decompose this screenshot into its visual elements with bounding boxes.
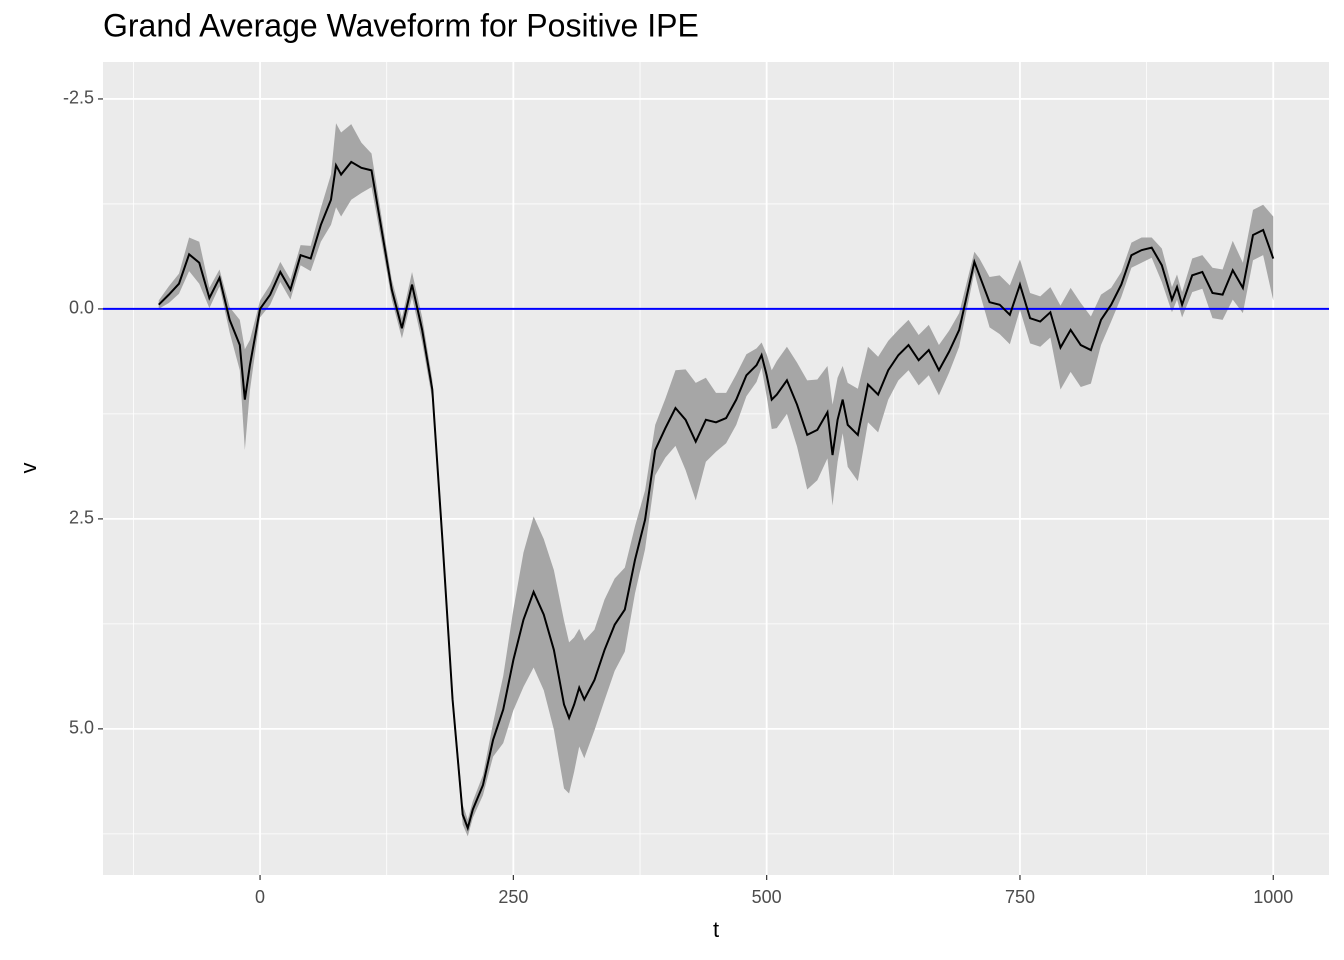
x-tick-label: 1000 [1253,887,1293,907]
x-axis-label: t [713,917,719,942]
y-axis-label: v [16,463,41,474]
panel-background [103,62,1329,875]
chart-title: Grand Average Waveform for Positive IPE [103,7,699,43]
y-tick-label: 0.0 [69,298,94,318]
x-tick-label: 0 [255,887,265,907]
y-tick-label: 2.5 [69,508,94,528]
x-tick-label: 750 [1005,887,1035,907]
y-tick-label: 5.0 [69,718,94,738]
x-tick-label: 500 [752,887,782,907]
x-tick-label: 250 [498,887,528,907]
ribbon [158,123,1274,837]
y-tick-label: -2.5 [63,88,94,108]
line [158,160,1275,832]
